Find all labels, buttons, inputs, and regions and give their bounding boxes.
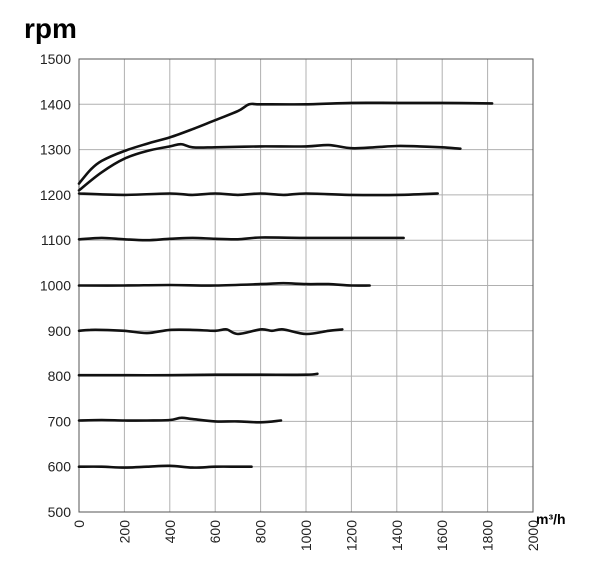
- series-line: [77, 416, 283, 424]
- series-line: [77, 328, 344, 336]
- y-axis-label: rpm: [24, 13, 77, 44]
- y-tick-label: 800: [48, 368, 72, 384]
- x-tick-label: 0: [71, 520, 87, 528]
- y-tick-label: 1100: [41, 232, 71, 248]
- series-line: [77, 281, 371, 287]
- x-tick-label: 1600: [434, 520, 450, 551]
- series-line: [77, 101, 494, 185]
- series-lines: [77, 101, 494, 469]
- x-tick-label: 1800: [480, 520, 496, 551]
- y-tick-label: 600: [48, 459, 72, 475]
- tick-labels: 0 200 400 600 800 1000 1200 1400 1600 1800 2000 500…: [40, 51, 541, 551]
- y-tick-label: 1000: [40, 278, 71, 294]
- y-tick-label: 900: [48, 323, 72, 339]
- series-line: [77, 142, 462, 192]
- series-line: [77, 236, 405, 242]
- x-tick-label: 1400: [389, 520, 405, 551]
- series-line: [77, 372, 319, 377]
- x-tick-label: 200: [116, 520, 132, 544]
- y-tick-label: 1300: [40, 142, 71, 158]
- y-tick-label: 700: [48, 413, 72, 429]
- series-line: [77, 192, 439, 197]
- x-tick-label: 2000: [525, 520, 541, 551]
- x-tick-label: 600: [207, 520, 223, 544]
- x-tick-label: 1000: [298, 520, 314, 551]
- x-tick-label: 1200: [343, 520, 359, 551]
- series-line: [77, 464, 253, 469]
- x-tick-label: 800: [253, 520, 269, 544]
- y-tick-label: 1500: [40, 51, 71, 67]
- x-tick-label: 400: [162, 520, 178, 544]
- y-tick-label: 1400: [40, 96, 71, 112]
- x-axis-label: m³/h: [536, 511, 566, 527]
- y-tick-label: 1200: [40, 187, 71, 203]
- y-tick-label: 500: [48, 504, 72, 520]
